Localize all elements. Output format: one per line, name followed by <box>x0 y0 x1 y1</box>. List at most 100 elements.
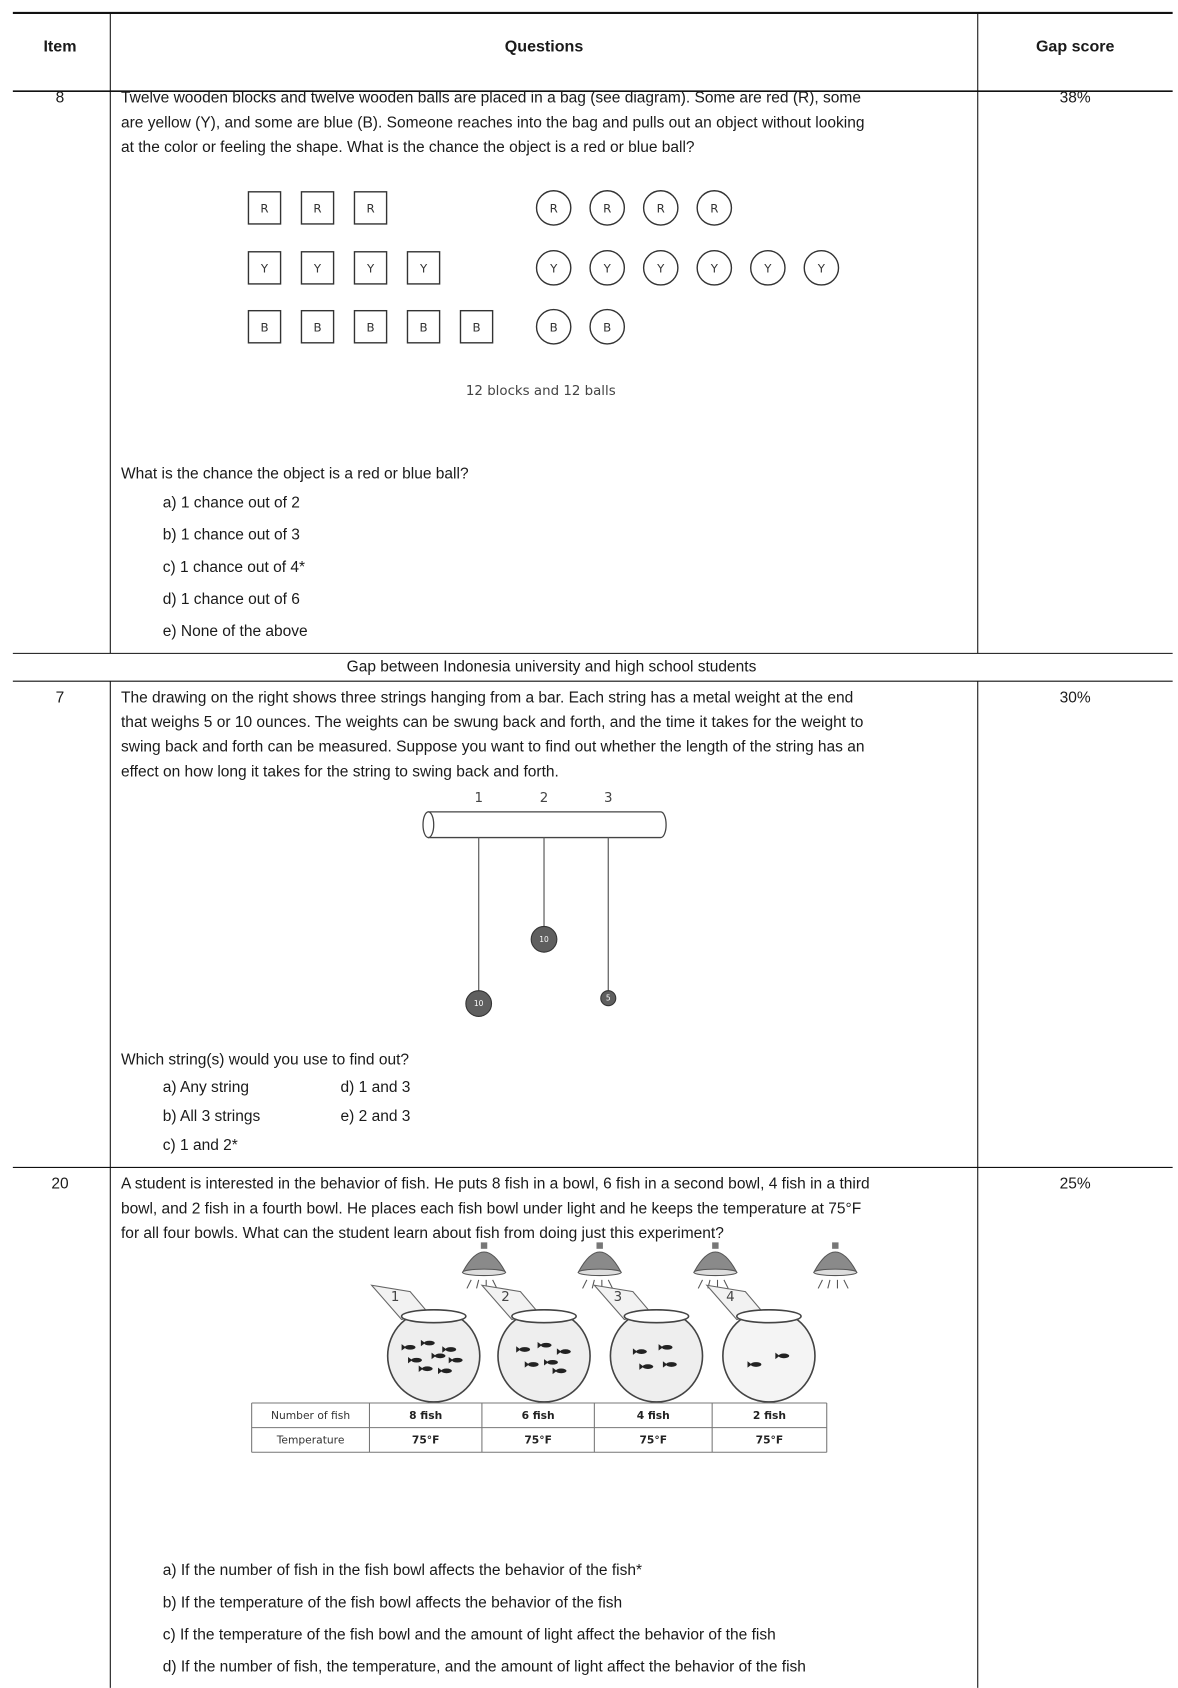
ball <box>750 250 786 286</box>
ball-letter: R <box>550 201 558 215</box>
light-ray <box>817 1279 823 1289</box>
block-letter: Y <box>419 261 428 275</box>
option: c) If the temperature of the fish bowl a… <box>163 1626 776 1643</box>
block <box>406 309 441 344</box>
fish-table-cell: 2 fish <box>753 1409 786 1422</box>
bar-end <box>422 811 435 839</box>
block-letter: Y <box>366 261 375 275</box>
bowl-label: 1 <box>391 1290 400 1305</box>
light-ray <box>827 1279 831 1289</box>
bowl-label: 2 <box>501 1290 510 1305</box>
weight <box>465 990 493 1017</box>
question-text: that weighs 5 or 10 ounces. The weights … <box>121 714 863 731</box>
light-ray <box>492 1279 498 1289</box>
ball-letter: Y <box>603 261 612 275</box>
option: e) None of the above <box>163 623 308 640</box>
light-ray <box>723 1279 729 1289</box>
option: a) Any string <box>163 1079 249 1096</box>
weight-label: 10 <box>474 999 484 1008</box>
option: d) If the number of fish, the temperatur… <box>163 1659 806 1676</box>
bowl-label: 4 <box>726 1290 735 1305</box>
fish <box>445 1347 457 1352</box>
fish-table-cell: 4 fish <box>637 1409 670 1422</box>
fish-tail <box>556 1348 562 1355</box>
lamp-bulb <box>813 1268 858 1277</box>
question-text: The drawing on the right shows three str… <box>121 689 853 706</box>
weight-label: 5 <box>606 994 611 1003</box>
fish <box>750 1362 762 1367</box>
ball-letter: R <box>603 201 611 215</box>
ball <box>535 190 572 226</box>
block <box>247 309 282 344</box>
option: b) If the temperature of the fish bowl a… <box>163 1594 622 1611</box>
fish-table-cell: 6 fish <box>522 1409 555 1422</box>
block-letter: R <box>313 201 321 215</box>
fish <box>434 1353 446 1359</box>
light-ray <box>607 1279 614 1289</box>
fish-tail <box>524 1361 530 1368</box>
fish-table-cell: 75°F <box>412 1433 440 1446</box>
fish <box>519 1347 531 1352</box>
block-letter: B <box>420 320 428 334</box>
fish <box>666 1362 677 1367</box>
fish-table-cell: Temperature <box>276 1433 345 1446</box>
question-text: bowl, and 2 fish in a fourth bowl. He pl… <box>121 1200 861 1217</box>
light-ray <box>697 1279 703 1289</box>
block-letter: R <box>366 201 374 215</box>
fish-tail <box>516 1346 521 1353</box>
item-number: 7 <box>56 689 65 706</box>
lamp-bulb <box>577 1268 622 1277</box>
block-letter: Y <box>260 261 269 275</box>
fish-tail <box>537 1341 542 1349</box>
block <box>353 191 388 225</box>
lamp-cap <box>596 1242 603 1249</box>
lamp-cap <box>712 1242 719 1249</box>
bowl-rim <box>623 1309 690 1324</box>
block <box>459 309 494 344</box>
fish <box>404 1344 416 1350</box>
fish-tail <box>438 1367 443 1375</box>
fish <box>642 1364 654 1369</box>
bowl <box>722 1309 816 1403</box>
fish <box>555 1368 567 1374</box>
bowl <box>609 1309 704 1403</box>
question-text: A student is interested in the behavior … <box>121 1176 870 1193</box>
ball <box>803 250 840 286</box>
block <box>406 251 441 285</box>
lamp-cap <box>480 1242 488 1249</box>
light-ray <box>466 1279 472 1289</box>
block <box>300 309 335 344</box>
fish-tail <box>431 1352 436 1360</box>
fish <box>661 1344 673 1350</box>
option: a) 1 chance out of 2 <box>163 495 300 512</box>
option: b) 1 chance out of 3 <box>163 527 300 544</box>
bowl-rim <box>400 1309 467 1324</box>
ball <box>589 308 626 345</box>
ball <box>642 250 679 286</box>
block-letter: Y <box>313 261 322 275</box>
fish <box>527 1362 539 1367</box>
fish-tail <box>552 1367 557 1375</box>
fish-tail <box>632 1348 638 1355</box>
fish-tail <box>442 1346 447 1353</box>
block-letter: B <box>473 320 481 334</box>
string-label: 2 <box>540 791 549 806</box>
option: a) If the number of fish in the fish bow… <box>163 1562 642 1579</box>
ball <box>696 250 733 286</box>
ball-letter: Y <box>817 261 826 275</box>
question-text: at the color or feeling the shape. What … <box>121 139 695 156</box>
header-cell: Gap score <box>1036 37 1115 55</box>
bar <box>427 811 667 839</box>
ball <box>589 250 626 286</box>
block-letter: B <box>260 320 268 334</box>
fish <box>411 1357 422 1363</box>
fish <box>547 1359 558 1365</box>
option: d) 1 chance out of 6 <box>163 591 300 608</box>
fish-tail <box>639 1363 644 1370</box>
fish-tail <box>418 1365 424 1372</box>
ball-letter: Y <box>710 261 719 275</box>
fish-table-cell: 75°F <box>524 1433 552 1446</box>
option: d) 1 and 3 <box>341 1079 411 1096</box>
ball-letter: R <box>657 201 665 215</box>
diagram-caption: 12 blocks and 12 balls <box>466 384 616 399</box>
